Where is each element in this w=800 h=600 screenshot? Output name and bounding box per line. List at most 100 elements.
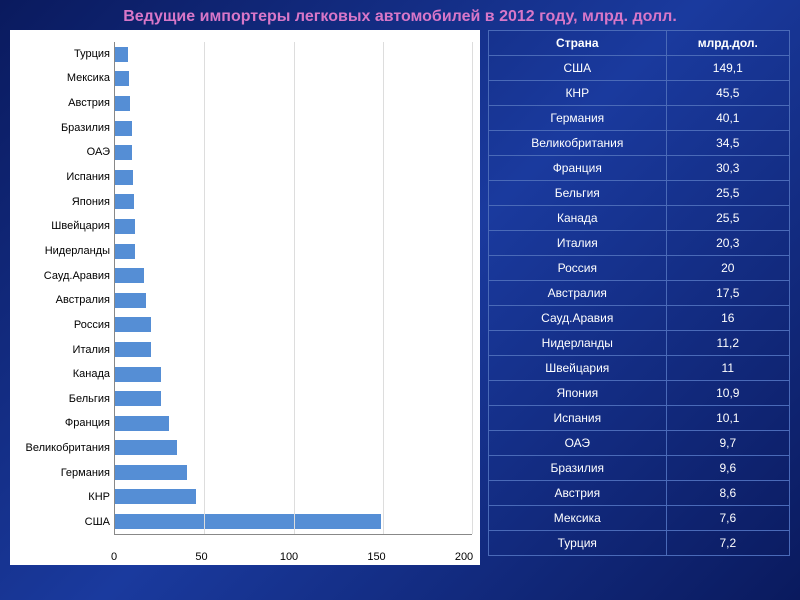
bar — [115, 71, 129, 86]
table-row: Нидерланды11,2 — [489, 331, 790, 356]
table-cell: 25,5 — [666, 206, 789, 231]
table-cell: ОАЭ — [489, 431, 667, 456]
y-axis-label: Мексика — [14, 73, 114, 84]
table-cell: 8,6 — [666, 481, 789, 506]
table-row: ОАЭ9,7 — [489, 431, 790, 456]
table-row: США149,1 — [489, 56, 790, 81]
bar — [115, 194, 134, 209]
y-axis-label: Италия — [14, 345, 114, 356]
table-cell: 11,2 — [666, 331, 789, 356]
table-cell: 20,3 — [666, 231, 789, 256]
table-row: Япония10,9 — [489, 381, 790, 406]
bars-container — [114, 42, 472, 535]
table-row: Австралия17,5 — [489, 281, 790, 306]
bar — [115, 391, 161, 406]
y-axis-label: КНР — [14, 492, 114, 503]
table-header-value: млрд.дол. — [666, 31, 789, 56]
x-tick-label: 150 — [367, 551, 385, 563]
table-row: КНР45,5 — [489, 81, 790, 106]
bar — [115, 317, 151, 332]
table-cell: Германия — [489, 106, 667, 131]
y-axis-label: Нидерланды — [14, 246, 114, 257]
page-title: Ведущие импортеры легковых автомобилей в… — [0, 0, 800, 30]
table-row: Италия20,3 — [489, 231, 790, 256]
table-cell: Австралия — [489, 281, 667, 306]
table-row: Великобритания34,5 — [489, 131, 790, 156]
table-cell: Турция — [489, 531, 667, 556]
table-cell: 7,2 — [666, 531, 789, 556]
x-tick-label: 200 — [455, 551, 473, 563]
y-axis-label: Турция — [14, 49, 114, 60]
bar — [115, 268, 144, 283]
table-header-country: Страна — [489, 31, 667, 56]
bar-row — [115, 92, 472, 114]
table-cell: 16 — [666, 306, 789, 331]
table-cell: 7,6 — [666, 506, 789, 531]
bar — [115, 170, 133, 185]
y-axis-label: Сауд.Аравия — [14, 271, 114, 282]
bar-row — [115, 437, 472, 459]
x-tick-label: 0 — [111, 551, 117, 563]
table-cell: Россия — [489, 256, 667, 281]
bar-row — [115, 117, 472, 139]
bar-row — [115, 314, 472, 336]
bar-row — [115, 289, 472, 311]
bar-row — [115, 511, 472, 533]
y-axis-label: Япония — [14, 197, 114, 208]
table-cell: Сауд.Аравия — [489, 306, 667, 331]
bar-row — [115, 166, 472, 188]
bar-row — [115, 363, 472, 385]
y-axis-label: Канада — [14, 369, 114, 380]
data-table: Страна млрд.дол. США149,1КНР45,5Германия… — [488, 30, 790, 556]
bar — [115, 121, 132, 136]
bar — [115, 465, 187, 480]
content-row: ТурцияМексикаАвстрияБразилияОАЭИспанияЯп… — [0, 30, 800, 590]
table-row: Россия20 — [489, 256, 790, 281]
bar-row — [115, 142, 472, 164]
bar — [115, 440, 177, 455]
table-cell: 11 — [666, 356, 789, 381]
table-cell: 9,7 — [666, 431, 789, 456]
bar-row — [115, 215, 472, 237]
y-axis-label: Франция — [14, 418, 114, 429]
grid-lines — [115, 42, 472, 534]
bar — [115, 47, 128, 62]
table-row: Франция30,3 — [489, 156, 790, 181]
table-row: Испания10,1 — [489, 406, 790, 431]
bar-row — [115, 412, 472, 434]
table-row: Бразилия9,6 — [489, 456, 790, 481]
table-cell: 20 — [666, 256, 789, 281]
y-axis-labels: ТурцияМексикаАвстрияБразилияОАЭИспанияЯп… — [14, 42, 114, 557]
table-cell: Мексика — [489, 506, 667, 531]
table-row: Мексика7,6 — [489, 506, 790, 531]
y-axis-label: Россия — [14, 320, 114, 331]
chart-area: ТурцияМексикаАвстрияБразилияОАЭИспанияЯп… — [14, 42, 472, 557]
bar — [115, 416, 169, 431]
grid-line — [383, 42, 384, 534]
table-cell: Бельгия — [489, 181, 667, 206]
grid-line — [204, 42, 205, 534]
y-axis-label: Бельгия — [14, 394, 114, 405]
table-cell: 45,5 — [666, 81, 789, 106]
y-axis-label: ОАЭ — [14, 147, 114, 158]
x-tick-label: 50 — [195, 551, 207, 563]
bar-row — [115, 43, 472, 65]
bar — [115, 342, 151, 357]
chart-panel: ТурцияМексикаАвстрияБразилияОАЭИспанияЯп… — [10, 30, 480, 565]
table-cell: 25,5 — [666, 181, 789, 206]
y-axis-label: Австрия — [14, 98, 114, 109]
table-cell: 40,1 — [666, 106, 789, 131]
table-row: Сауд.Аравия16 — [489, 306, 790, 331]
y-axis-label: Австралия — [14, 295, 114, 306]
bar — [115, 96, 130, 111]
y-axis-label: Швейцария — [14, 221, 114, 232]
y-axis-label: Германия — [14, 468, 114, 479]
table-row: Канада25,5 — [489, 206, 790, 231]
grid-line — [472, 42, 473, 534]
table-cell: Италия — [489, 231, 667, 256]
bar — [115, 145, 132, 160]
bar-row — [115, 486, 472, 508]
bar — [115, 219, 135, 234]
table-cell: Великобритания — [489, 131, 667, 156]
bar-row — [115, 191, 472, 213]
